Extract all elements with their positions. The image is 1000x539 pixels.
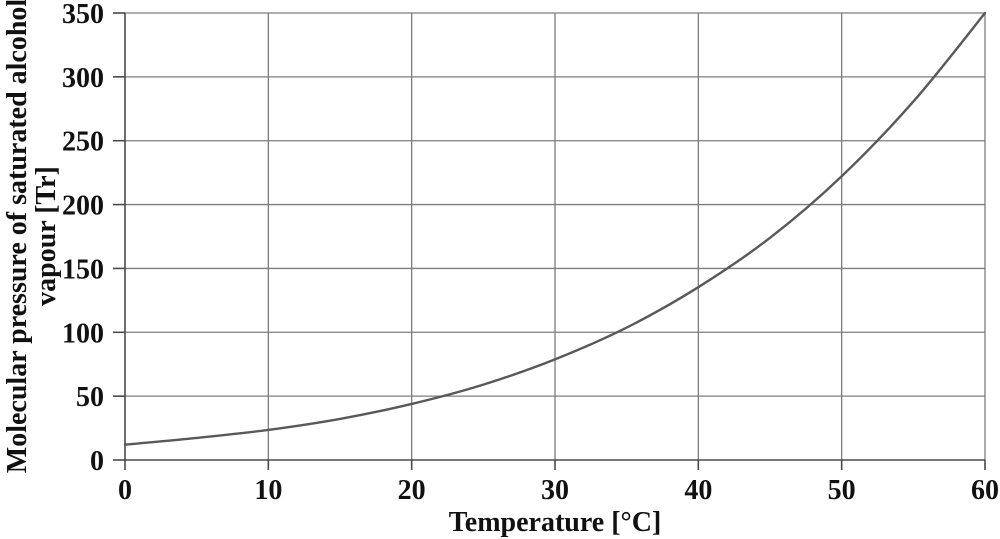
x-tick-label: 40	[684, 475, 712, 506]
x-tick-label: 60	[971, 475, 999, 506]
y-tick-label: 200	[62, 191, 104, 222]
x-tick-label: 0	[118, 475, 132, 506]
x-axis-title: Temperature [°C]	[449, 507, 662, 538]
x-tick-label: 20	[398, 475, 426, 506]
x-tick-label: 50	[828, 475, 856, 506]
y-tick-label: 50	[76, 382, 104, 413]
axis-layer	[113, 12, 986, 470]
y-tick-label: 150	[62, 254, 104, 285]
x-tick-label: 10	[254, 475, 282, 506]
y-tick-label: 250	[62, 127, 104, 158]
y-axis-title-line1: Molecular pressure of saturated alcohol	[2, 0, 33, 473]
series-layer	[123, 11, 987, 446]
y-axis-title-line2: vapour [Tr]	[31, 166, 62, 306]
y-tick-label: 350	[62, 0, 104, 30]
pressure-curve	[123, 11, 987, 446]
y-tick-label: 300	[62, 63, 104, 94]
y-tick-label: 0	[90, 446, 104, 477]
grid-layer	[125, 12, 986, 460]
y-tick-label: 100	[62, 318, 104, 349]
tick-label-layer: 0 10 20 30 40 50 60 0 50 100 150 200 250 300 350	[62, 0, 999, 506]
x-tick-label: 30	[541, 475, 569, 506]
